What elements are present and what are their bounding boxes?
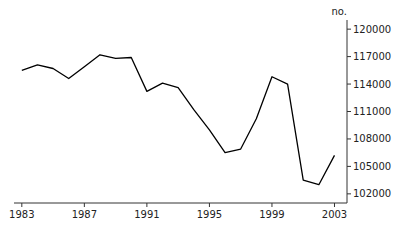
x-tick (271, 203, 272, 207)
y-axis-label: no. (332, 6, 347, 17)
x-tick-label: 1991 (134, 209, 159, 220)
y-tick-label: 102000 (353, 188, 391, 199)
data-line (22, 55, 335, 185)
y-tick (347, 84, 351, 85)
x-tick-label: 2003 (322, 209, 347, 220)
y-tick-label: 114000 (353, 79, 391, 90)
y-tick-label: 108000 (353, 133, 391, 144)
chart-container: 1983 1987 1991 1995 1999 2003 102000 105000 1080… (0, 0, 397, 227)
y-tick-label: 117000 (353, 51, 391, 62)
x-tick (84, 203, 85, 207)
x-tick-label: 1999 (259, 209, 284, 220)
y-tick (347, 193, 351, 194)
x-axis-line (14, 203, 347, 204)
y-tick (347, 111, 351, 112)
y-tick (347, 138, 351, 139)
y-tick (347, 29, 351, 30)
chart: 1983 1987 1991 1995 1999 2003 102000 105000 1080… (0, 0, 397, 227)
y-tick (347, 166, 351, 167)
x-tick (209, 203, 210, 207)
x-axis: 1983 1987 1991 1995 1999 2003 (9, 203, 347, 220)
x-tick (146, 203, 147, 207)
x-tick-label: 1983 (9, 209, 34, 220)
y-axis: 102000 105000 108000 111000 114000 117000 1200… (347, 20, 391, 203)
y-tick-label: 111000 (353, 106, 391, 117)
plot-area (22, 55, 335, 185)
x-tick (334, 203, 335, 207)
x-tick-label: 1995 (197, 209, 222, 220)
x-tick-label: 1987 (72, 209, 97, 220)
y-tick-label: 105000 (353, 161, 391, 172)
y-tick (347, 56, 351, 57)
y-tick-label: 120000 (353, 24, 391, 35)
x-tick (21, 203, 22, 207)
